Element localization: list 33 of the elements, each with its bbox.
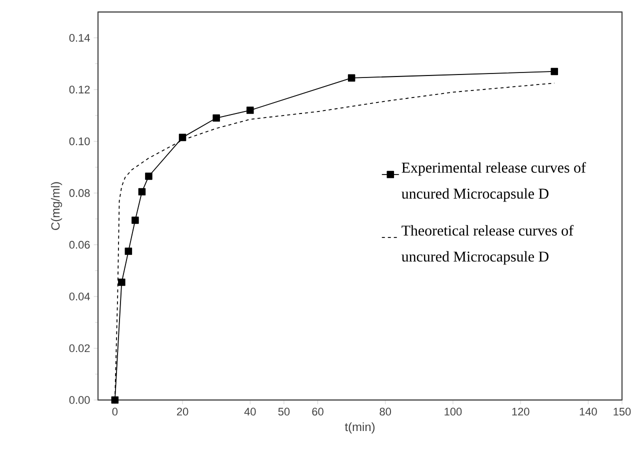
- point: [178, 134, 186, 142]
- point: [145, 172, 152, 180]
- point: [212, 114, 220, 122]
- x-tick-label: 100: [444, 408, 462, 416]
- x-tick-label: 80: [380, 408, 392, 416]
- y-tick-label: 0.00: [69, 396, 90, 404]
- point: [138, 188, 146, 196]
- point: [111, 396, 119, 404]
- x-tick-label: 0: [112, 408, 118, 416]
- y-tick-label: 0.10: [69, 137, 90, 146]
- legend-label: Experimental release curves of uncured Microcapsule D: [402, 162, 586, 202]
- y-tick-label: 0.06: [69, 240, 90, 249]
- point: [118, 278, 126, 286]
- point: [132, 216, 139, 224]
- x-tick-label: 150: [614, 408, 631, 416]
- point: [348, 74, 356, 82]
- point: [246, 106, 254, 114]
- point: [124, 248, 132, 255]
- point: [550, 68, 558, 76]
- y-tick-label: 0.04: [69, 292, 90, 300]
- y-tick-label: 0.08: [69, 189, 90, 197]
- x-tick-label: 20: [176, 408, 188, 416]
- x-axis-title: t(min): [344, 422, 375, 434]
- x-tick-label: 120: [512, 408, 530, 416]
- y-tick-label: 0.14: [69, 34, 90, 42]
- x-tick-label: 60: [312, 408, 324, 416]
- x-tick-label: 50: [278, 408, 290, 416]
- x-tick-label: 40: [244, 408, 256, 416]
- x-tick-label: 140: [580, 408, 597, 416]
- y-axis-title: C(mg/ml): [50, 182, 62, 230]
- legend-label: Theoretical release curves of uncured Microcapsule D: [402, 224, 574, 265]
- y-tick-label: 0.02: [69, 344, 90, 352]
- y-tick-label: 0.12: [69, 86, 90, 94]
